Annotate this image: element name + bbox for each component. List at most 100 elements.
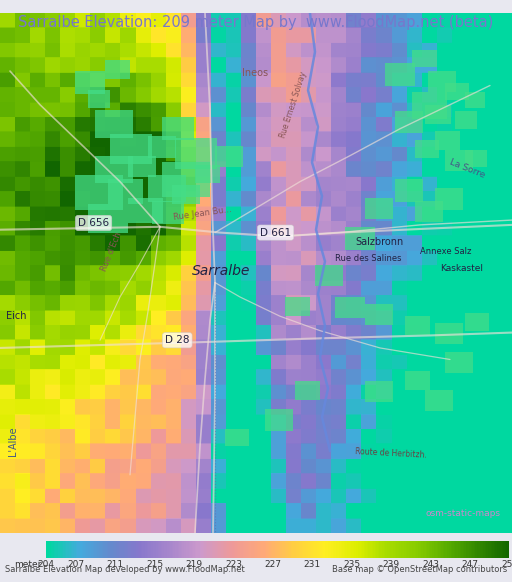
Bar <box>366 541 367 558</box>
Bar <box>441 541 443 558</box>
Bar <box>405 316 430 335</box>
Bar <box>195 541 197 558</box>
Text: Salzbronn: Salzbronn <box>355 237 403 247</box>
Bar <box>478 541 480 558</box>
Bar <box>384 541 386 558</box>
Bar <box>237 541 238 558</box>
Bar <box>206 541 207 558</box>
Bar <box>61 541 63 558</box>
Bar <box>452 541 454 558</box>
Bar <box>379 541 381 558</box>
Bar <box>461 541 463 558</box>
Bar <box>97 541 99 558</box>
Text: 215: 215 <box>146 560 163 569</box>
Bar <box>406 541 407 558</box>
Text: meter: meter <box>15 560 42 569</box>
Bar <box>480 541 482 558</box>
Bar <box>158 541 159 558</box>
Bar <box>128 198 163 223</box>
Bar <box>445 83 469 100</box>
Bar <box>128 541 130 558</box>
Bar <box>212 541 214 558</box>
Bar <box>178 541 179 558</box>
Bar <box>465 150 487 167</box>
Bar <box>83 541 85 558</box>
Bar <box>421 541 423 558</box>
Bar <box>365 304 393 325</box>
Bar <box>369 541 370 558</box>
Bar <box>317 541 319 558</box>
Bar <box>209 541 210 558</box>
Bar <box>147 541 148 558</box>
Bar <box>190 541 192 558</box>
Bar <box>486 541 488 558</box>
Bar <box>315 265 343 286</box>
Bar <box>280 541 282 558</box>
Text: 239: 239 <box>382 560 400 569</box>
Bar <box>295 381 320 400</box>
Bar <box>241 541 243 558</box>
Bar <box>155 541 156 558</box>
Bar <box>221 541 223 558</box>
Bar <box>425 105 451 124</box>
Bar <box>418 541 419 558</box>
Bar <box>204 541 206 558</box>
Bar <box>148 175 186 202</box>
Bar <box>272 541 274 558</box>
Bar <box>277 541 279 558</box>
Bar <box>111 541 113 558</box>
Bar <box>76 541 77 558</box>
Bar <box>72 541 74 558</box>
Bar <box>297 541 298 558</box>
Bar <box>398 541 399 558</box>
Text: Kaskastel: Kaskastel <box>440 264 483 272</box>
Bar <box>119 541 120 558</box>
Bar <box>136 541 138 558</box>
Bar <box>274 541 275 558</box>
Bar <box>63 541 65 558</box>
Bar <box>223 541 224 558</box>
Bar <box>327 541 328 558</box>
Bar <box>437 541 438 558</box>
Bar <box>252 541 254 558</box>
Bar <box>331 541 333 558</box>
Bar <box>311 541 313 558</box>
Bar <box>469 541 471 558</box>
Bar <box>485 541 486 558</box>
Bar <box>402 541 404 558</box>
Bar <box>316 541 317 558</box>
Bar <box>392 541 393 558</box>
Bar <box>308 541 310 558</box>
Bar <box>123 541 125 558</box>
Bar <box>93 541 94 558</box>
Bar <box>333 541 334 558</box>
Bar <box>122 541 123 558</box>
Bar <box>249 541 251 558</box>
Bar <box>488 541 489 558</box>
Bar <box>108 179 143 204</box>
Bar <box>266 541 268 558</box>
Text: Route de Herbitzh.: Route de Herbitzh. <box>355 448 427 460</box>
Bar <box>46 541 48 558</box>
Bar <box>197 541 198 558</box>
Bar <box>395 111 423 133</box>
Bar <box>176 541 178 558</box>
Bar <box>49 541 51 558</box>
Bar <box>455 541 457 558</box>
Text: 235: 235 <box>343 560 360 569</box>
Bar <box>214 541 215 558</box>
Bar <box>262 541 263 558</box>
Bar <box>102 541 103 558</box>
Bar <box>232 541 233 558</box>
Bar <box>472 541 474 558</box>
Bar <box>405 371 430 391</box>
Bar <box>215 541 217 558</box>
Bar <box>90 541 91 558</box>
Bar <box>80 541 82 558</box>
Bar <box>458 541 460 558</box>
Bar <box>489 541 491 558</box>
Bar <box>105 541 106 558</box>
Bar <box>139 541 141 558</box>
Bar <box>396 541 398 558</box>
Bar <box>445 352 473 373</box>
